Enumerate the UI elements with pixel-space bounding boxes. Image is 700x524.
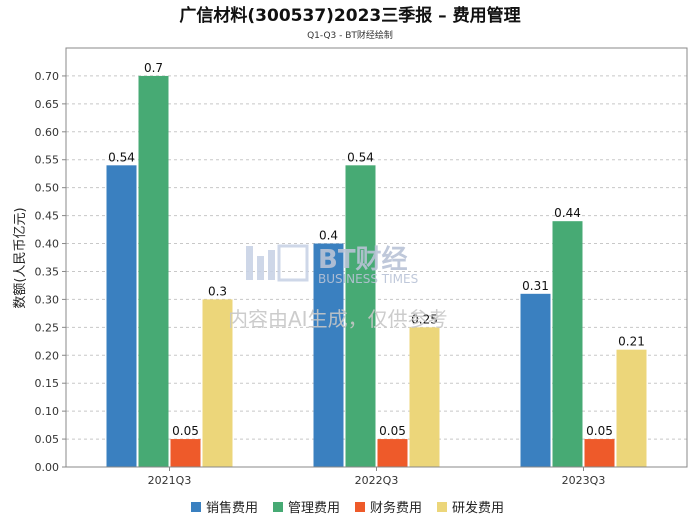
- data-label: 0.44: [554, 206, 581, 220]
- bar: [584, 439, 615, 467]
- y-tick-label: 0.60: [35, 126, 60, 139]
- x-category-label: 2021Q3: [148, 474, 192, 487]
- data-label: 0.05: [172, 424, 199, 438]
- x-category-label: 2023Q3: [562, 474, 606, 487]
- y-tick-label: 0.00: [35, 461, 60, 474]
- bar: [138, 75, 169, 467]
- legend-swatch: [273, 502, 283, 512]
- data-label: 0.25: [411, 312, 438, 326]
- x-category-label: 2022Q3: [355, 474, 399, 487]
- legend-swatch: [191, 502, 201, 512]
- y-tick-label: 0.55: [35, 154, 60, 167]
- watermark-logo-bar: [246, 246, 253, 280]
- y-tick-label: 0.40: [35, 238, 60, 251]
- bars: [106, 75, 647, 467]
- y-tick-label: 0.45: [35, 210, 60, 223]
- y-tick-label: 0.65: [35, 98, 60, 111]
- legend-label: 销售费用: [206, 500, 258, 516]
- data-label: 0.05: [379, 424, 406, 438]
- y-tick-label: 0.05: [35, 433, 60, 446]
- bar: [409, 327, 440, 467]
- y-tick-label: 0.10: [35, 405, 60, 418]
- legend-label: 财务费用: [370, 500, 422, 516]
- watermark-brand: BT财经: [318, 244, 408, 275]
- data-label: 0.3: [208, 284, 227, 298]
- gridlines: [66, 75, 687, 440]
- data-label: 0.54: [108, 150, 135, 164]
- data-label: 0.31: [522, 279, 549, 293]
- y-tick-label: 0.25: [35, 321, 60, 334]
- legend: 销售费用 管理费用 财务费用 研发费用: [191, 500, 504, 516]
- y-tick-label: 0.70: [35, 70, 60, 83]
- bar: [313, 243, 344, 467]
- watermark: BT财经 BUSINESS TIMES 内容由AI生成，仅供参考: [228, 244, 448, 331]
- y-tick-label: 0.15: [35, 377, 60, 390]
- bar: [552, 221, 583, 467]
- chart-title: 广信材料(300537)2023三季报 – 费用管理: [179, 5, 520, 26]
- data-label: 0.7: [144, 61, 163, 75]
- legend-label: 管理费用: [288, 501, 340, 516]
- bar: [345, 165, 376, 467]
- legend-swatch: [355, 502, 365, 512]
- watermark-logo-bar: [268, 250, 275, 280]
- watermark-logo-bar: [257, 256, 264, 280]
- y-axis-ticks: 0.00 0.05 0.10 0.15 0.20 0.25 0.30 0.35 0.40 0.45…: [35, 70, 66, 474]
- y-axis-label: 数额(人民币亿元): [13, 207, 28, 308]
- bar: [377, 439, 408, 467]
- watermark-notice: 内容由AI生成，仅供参考: [228, 307, 448, 331]
- data-label: 0.4: [319, 229, 338, 243]
- bar: [106, 165, 137, 467]
- data-label: 0.05: [586, 424, 613, 438]
- y-tick-label: 0.20: [35, 349, 60, 362]
- bar: [616, 349, 647, 467]
- y-tick-label: 0.35: [35, 265, 60, 278]
- chart-subtitle: Q1-Q3 - BT财经绘制: [307, 29, 393, 41]
- data-labels: 0.54 0.7 0.05 0.3 0.4 0.54 0.05 0.25 0.31 0.44 0.0…: [108, 61, 645, 438]
- x-axis-categories: 2021Q3 2022Q3 2023Q3: [148, 467, 606, 487]
- legend-swatch: [437, 502, 447, 512]
- watermark-logo-frame: [277, 244, 309, 282]
- watermark-brand-en: BUSINESS TIMES: [318, 272, 418, 286]
- legend-label: 研发费用: [452, 500, 504, 516]
- bar: [170, 439, 201, 467]
- y-tick-label: 0.50: [35, 182, 60, 195]
- y-tick-label: 0.30: [35, 293, 60, 306]
- data-label: 0.21: [618, 335, 645, 349]
- bar: [202, 299, 233, 467]
- bar: [520, 293, 551, 467]
- data-label: 0.54: [347, 150, 374, 164]
